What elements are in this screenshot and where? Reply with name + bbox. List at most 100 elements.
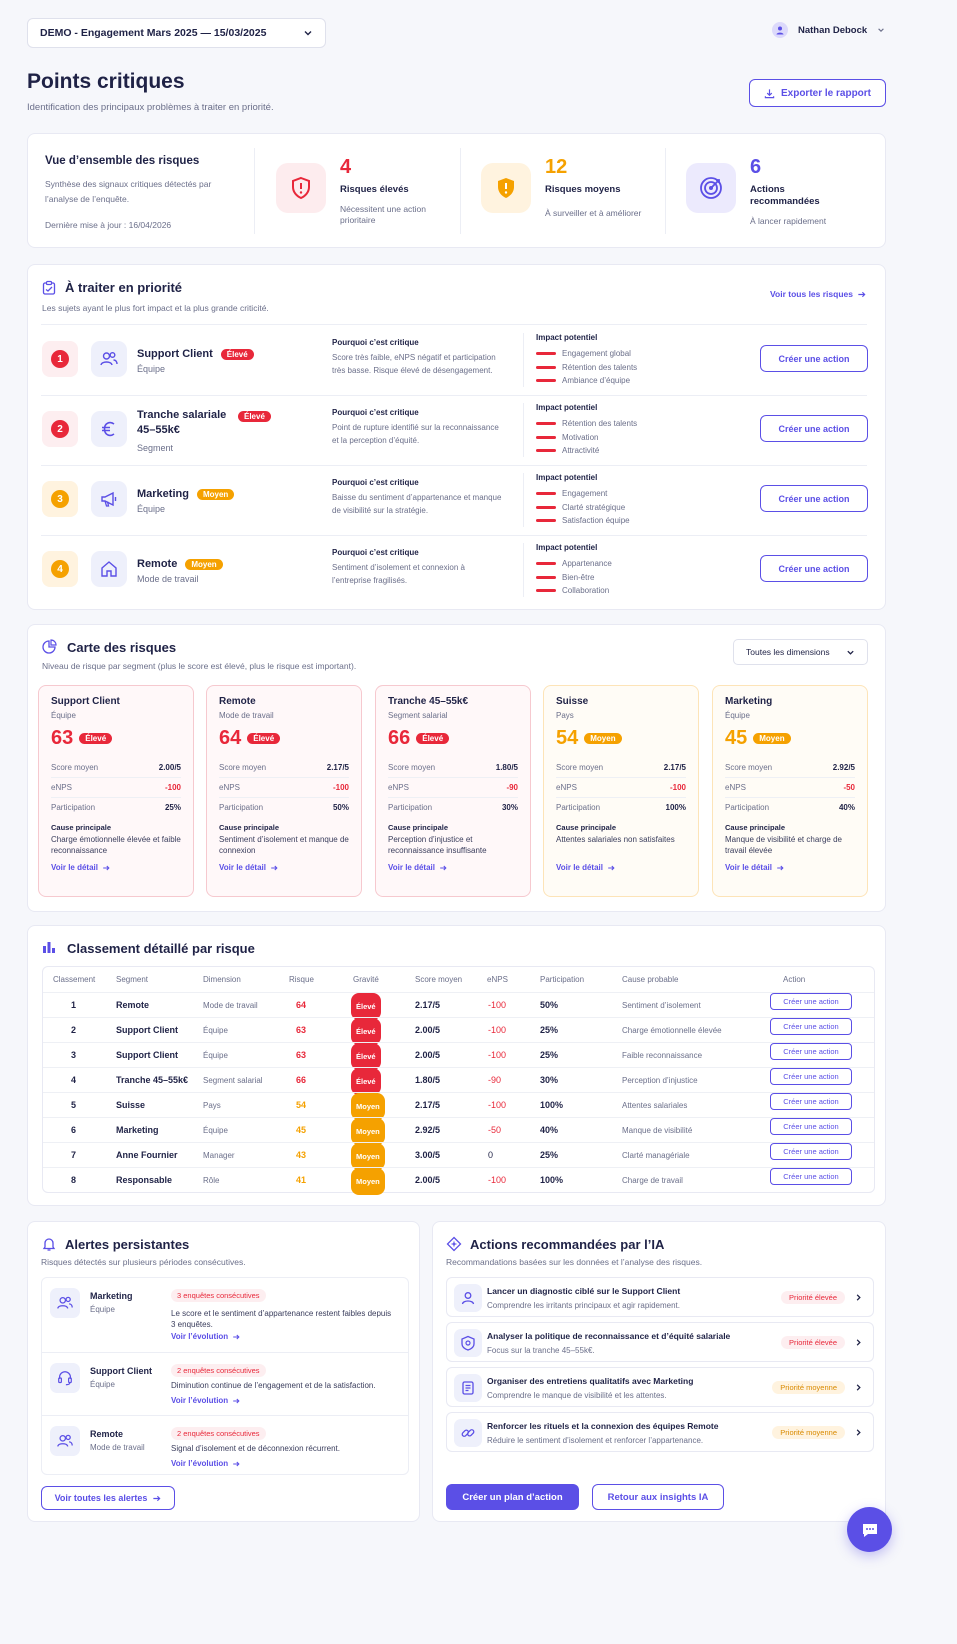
create-action-button[interactable]: Créer une action [760,415,868,442]
risk-card-name: Remote [219,696,256,707]
segment-type: Mode de travail [137,574,199,584]
create-action-button[interactable]: Créer une action [770,993,852,1010]
impact-item: Engagement [536,487,630,501]
severity-cell: Moyen [351,1168,385,1195]
ai-recommendation[interactable]: Organiser des entretiens qualitatifs ave… [446,1367,874,1407]
stat-row: eNPS -90 [388,778,518,798]
create-action-button[interactable]: Créer une action [760,485,868,512]
severity-cell: Élevé [351,1043,381,1070]
rank-number: 1 [51,350,69,368]
see-all-risks-link[interactable]: Voir tous les risques [770,289,866,299]
create-action-button[interactable]: Créer une action [770,1068,852,1085]
segment-name: Remote [137,558,178,570]
priority-badge: Priorité moyenne [772,1381,845,1394]
ai-recommendation[interactable]: Analyser la politique de reconnaissance … [446,1322,874,1362]
create-action-button[interactable]: Créer une action [770,1093,852,1110]
chat-button[interactable] [847,1507,892,1552]
stat-row: Participation 25% [51,803,181,812]
user-menu[interactable]: Nathan Debock [772,20,892,40]
stat-row: Participation 40% [725,803,855,812]
survey-selector[interactable]: DEMO - Engagement Mars 2025 — 15/03/2025 [27,18,326,48]
risk-card: Suisse Pays 54 Moyen Score moyen 2.17/5 eNPS -1… [543,685,699,897]
severity-cell: Moyen [351,1093,385,1120]
severity-badge: Élevé [79,732,113,744]
divider [523,333,524,387]
chat-bubble-icon [860,1520,880,1540]
stat-row: Score moyen 2.92/5 [725,758,855,778]
view-evolution-link[interactable]: Voir l’évolution [171,1459,240,1468]
badge-check-icon [454,1329,482,1357]
view-detail-link[interactable]: Voir le détail [556,863,686,872]
create-action-button[interactable]: Créer une action [770,1118,852,1135]
impact-level-bar [536,519,556,523]
segment-cell: Support Client [116,1050,178,1060]
why-label: Pourquoi c’est critique [332,478,419,487]
stat-row: Participation 50% [219,803,349,812]
cause-cell: Charge émotionnelle élevée [622,1026,722,1035]
alert-desc: Signal d’isolement et de déconnexion réc… [171,1444,340,1453]
section-title: Carte des risques [67,640,177,655]
impact-item: Satisfaction équipe [536,514,630,528]
see-all-alerts-button[interactable]: Voir toutes les alertes [41,1486,175,1510]
impact-item: Motivation [536,431,637,445]
cause-text: Perception d’injustice et reconnaissance… [388,835,487,855]
impact-level-bar [536,435,556,439]
table-row: 5 Suisse Pays 54 Moyen 2.17/5 -100 100% Attentes… [43,1092,874,1120]
chevron-down-icon [846,648,855,657]
segment-name: Tranche salariale 45–55k€ [137,409,227,436]
participation-cell: 25% [540,1025,559,1035]
chevron-right-icon [854,1338,863,1347]
segment-type: Équipe [137,364,166,374]
create-action-plan-button[interactable]: Créer un plan d’action [446,1484,579,1510]
ai-recommendation[interactable]: Renforcer les rituels et la connexion de… [446,1412,874,1452]
segment-cell: Support Client [116,1025,178,1035]
enps-cell: -100 [488,1050,507,1060]
view-evolution-link[interactable]: Voir l’évolution [171,1396,240,1405]
divider [523,473,524,527]
stat-medium-risks: 12 Risques moyens À surveiller et à amél… [481,156,651,238]
back-to-insights-button[interactable]: Retour aux insights IA [592,1484,724,1510]
create-action-button[interactable]: Créer une action [770,1043,852,1060]
dimension-cell: Équipe [203,1126,228,1135]
cause-text: Manque de visibilité et charge de travai… [725,835,842,855]
table-row: 4 Tranche 45–55k€ Segment salarial 66 Élevé 1… [43,1067,874,1095]
create-action-button[interactable]: Créer une action [770,1018,852,1035]
cause-label: Cause principale [556,823,617,832]
create-action-button[interactable]: Créer une action [760,555,868,582]
table-body: 1 Remote Mode de travail 64 Élevé 2.17/5 -100 5… [43,992,874,1195]
arrow-right-icon [776,864,784,872]
megaphone-icon [91,481,127,517]
view-detail-link[interactable]: Voir le détail [51,863,181,872]
alert-item: Support Client Équipe 2 enquêtes consécuti… [42,1352,408,1415]
ai-recommendation[interactable]: Lancer un diagnostic ciblé sur le Suppor… [446,1277,874,1317]
export-report-button[interactable]: Exporter le rapport [749,79,886,107]
dimension-filter[interactable]: Toutes les dimensions [733,639,868,665]
section-subtitle: Niveau de risque par segment (plus le sc… [42,661,357,671]
view-evolution-link[interactable]: Voir l’évolution [171,1332,240,1341]
alert-segment-type: Équipe [90,1380,115,1389]
arrow-right-icon [232,1397,240,1405]
view-detail-link[interactable]: Voir le détail [219,863,349,872]
participation-cell: 30% [540,1075,559,1085]
cause-label: Cause principale [725,823,786,832]
stat-row: Score moyen 2.17/5 [219,758,349,778]
create-action-button[interactable]: Créer une action [770,1143,852,1160]
section-subtitle: Les sujets ayant le plus fort impact et … [42,303,269,313]
view-detail-link[interactable]: Voir le détail [388,863,518,872]
divider [254,148,255,234]
segment-cell: Anne Fournier [116,1150,178,1160]
stat-row: Score moyen 2.00/5 [51,758,181,778]
priority-list: 1 Support Client Élevé Équipe Pourquoi c’… [41,325,868,605]
impact-level-bar [536,505,556,509]
stat-value: 4 [340,156,352,178]
create-action-button[interactable]: Créer une action [770,1168,852,1185]
risk-score: 54 [556,726,579,749]
dimension-cell: Pays [203,1101,221,1110]
impact-item: Appartenance [536,557,612,571]
ranking-section: Classement détaillé par risque Classemen… [27,925,886,1206]
view-detail-link[interactable]: Voir le détail [725,863,855,872]
create-action-button[interactable]: Créer une action [760,345,868,372]
risk-score: 45 [725,726,748,749]
risk-card-name: Marketing [725,696,773,707]
column-header: Cause probable [622,975,679,984]
